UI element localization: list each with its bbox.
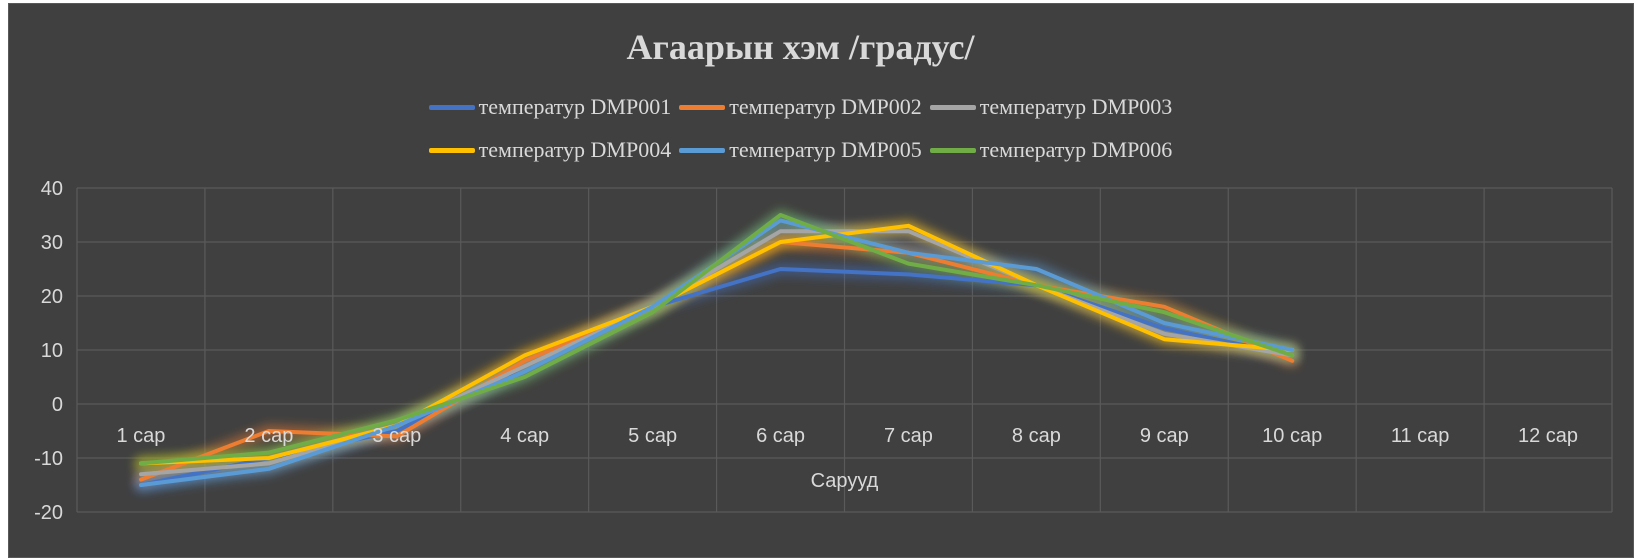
x-tick-label: 4 сар <box>500 425 549 447</box>
legend-item-dmp002: температур DMP002 <box>679 94 922 120</box>
legend-swatch-dmp005 <box>679 147 726 153</box>
x-tick-label: 1 сар <box>116 425 165 447</box>
chart-title: Агаарын хэм /градус/ <box>626 27 975 67</box>
y-axis-ticks: -20 -10 0 10 20 30 40 <box>34 178 63 524</box>
legend-swatch-dmp003 <box>929 104 976 110</box>
legend-row-2: температур DMP004 температур DMP005 темп… <box>9 137 1592 167</box>
legend-label-dmp006: температур DMP006 <box>979 137 1173 162</box>
y-tick-label: 20 <box>41 286 63 308</box>
x-axis-label: Сарууд <box>811 470 879 492</box>
legend-label-dmp004: температур DMP004 <box>478 137 672 162</box>
legend-swatch-dmp002 <box>679 104 726 110</box>
x-tick-label: 11 сар <box>1391 425 1450 447</box>
legend-label-dmp005: температур DMP005 <box>729 137 922 162</box>
legend-label-dmp001: температур DMP001 <box>478 94 672 119</box>
legend-row-1: температур DMP001 температур DMP002 темп… <box>9 94 1592 124</box>
legend-label-dmp003: температур DMP003 <box>979 94 1173 119</box>
x-tick-label: 7 сар <box>884 425 933 447</box>
y-tick-label: 30 <box>41 232 63 254</box>
legend-item-dmp001: температур DMP001 <box>428 94 672 120</box>
x-tick-label: 3 сар <box>372 425 421 447</box>
x-tick-label: 5 сар <box>628 425 677 447</box>
legend-swatch-dmp001 <box>428 104 475 110</box>
y-tick-label: 40 <box>41 178 63 200</box>
legend-item-dmp005: температур DMP005 <box>679 137 922 163</box>
legend-label-dmp002: температур DMP002 <box>729 94 922 119</box>
plot-area: -20 -10 0 10 20 30 40 1 сар 2 сар 3 сар 4 сар 5 са… <box>34 178 1613 524</box>
y-tick-label: -10 <box>34 448 63 470</box>
series-lines <box>139 213 1295 487</box>
legend-item-dmp006: температур DMP006 <box>929 137 1173 163</box>
y-tick-label: 10 <box>41 340 63 362</box>
x-tick-label: 8 сар <box>1012 425 1061 447</box>
series-line-6 <box>139 213 1295 466</box>
chart-area: Агаарын хэм /градус/ температур DMP001 т… <box>8 3 1634 558</box>
y-tick-label: 0 <box>52 394 63 416</box>
legend-item-dmp004: температур DMP004 <box>428 137 672 163</box>
gridlines <box>76 187 1613 513</box>
x-tick-label: 10 сар <box>1262 425 1322 447</box>
legend-item-dmp003: температур DMP003 <box>929 94 1173 120</box>
x-tick-label: 9 сар <box>1140 425 1189 447</box>
series-line-3 <box>139 229 1295 477</box>
x-tick-label: 2 сар <box>244 425 293 447</box>
legend-swatch-dmp004 <box>428 147 475 153</box>
x-tick-label: 6 сар <box>756 425 805 447</box>
legend-swatch-dmp006 <box>929 147 976 153</box>
x-tick-label: 12 сар <box>1518 425 1578 447</box>
series-line-4 <box>139 223 1295 466</box>
x-axis-ticks: 1 сар 2 сар 3 сар 4 сар 5 сар 6 сар 7 сар 8 сар… <box>116 425 1578 447</box>
y-tick-label: -20 <box>34 502 63 524</box>
